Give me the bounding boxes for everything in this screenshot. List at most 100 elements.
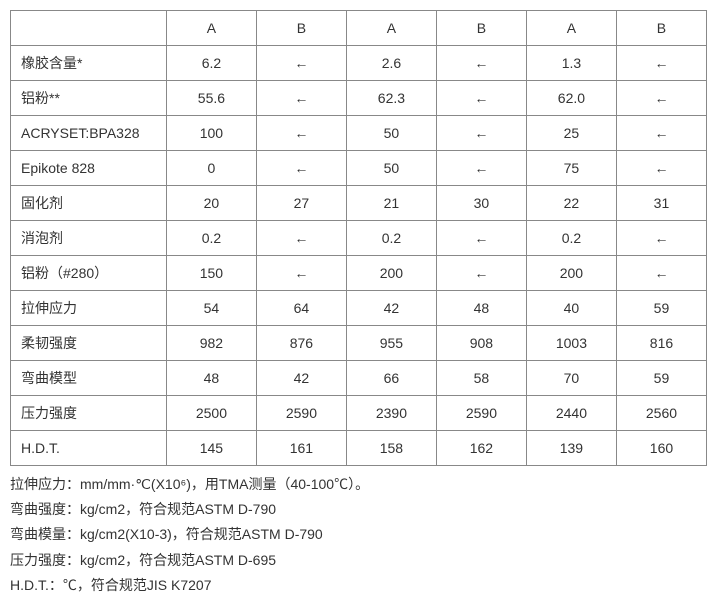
data-cell: 162	[436, 431, 526, 466]
data-cell: ←	[436, 256, 526, 291]
data-cell: 2590	[256, 396, 346, 431]
data-cell: ←	[256, 221, 346, 256]
table-row: 消泡剂0.2←0.2←0.2←	[11, 221, 707, 256]
data-cell: ←	[436, 116, 526, 151]
data-cell: 876	[256, 326, 346, 361]
data-cell: 200	[346, 256, 436, 291]
data-cell: 158	[346, 431, 436, 466]
data-cell: 100	[166, 116, 256, 151]
row-label: 橡胶含量*	[11, 46, 167, 81]
note-line: 弯曲模量：kg/cm2(X10-3)，符合规范ASTM D-790	[10, 522, 707, 547]
data-cell: ←	[256, 256, 346, 291]
row-label: 铝粉**	[11, 81, 167, 116]
header-col-3: A	[346, 11, 436, 46]
header-col-4: B	[436, 11, 526, 46]
header-row: A B A B A B	[11, 11, 707, 46]
data-cell: 50	[346, 151, 436, 186]
data-cell: 2560	[616, 396, 706, 431]
data-cell: 160	[616, 431, 706, 466]
data-cell: 59	[616, 291, 706, 326]
data-cell: ←	[256, 116, 346, 151]
row-label: Epikote 828	[11, 151, 167, 186]
data-cell: 908	[436, 326, 526, 361]
data-cell: 0.2	[166, 221, 256, 256]
data-cell: 25	[526, 116, 616, 151]
data-cell: 48	[436, 291, 526, 326]
data-cell: 30	[436, 186, 526, 221]
header-col-5: A	[526, 11, 616, 46]
data-cell: 70	[526, 361, 616, 396]
note-line: 拉伸应力：mm/mm·℃(X10⁶)，用TMA测量（40-100℃）。	[10, 472, 707, 497]
table-row: 橡胶含量*6.2←2.6←1.3←	[11, 46, 707, 81]
table-row: 铝粉**55.6←62.3←62.0←	[11, 81, 707, 116]
data-cell: ←	[436, 81, 526, 116]
header-col-2: B	[256, 11, 346, 46]
data-cell: ←	[616, 256, 706, 291]
header-blank	[11, 11, 167, 46]
data-cell: 20	[166, 186, 256, 221]
data-cell: 55.6	[166, 81, 256, 116]
note-line: 弯曲强度：kg/cm2，符合规范ASTM D-790	[10, 497, 707, 522]
data-cell: 62.0	[526, 81, 616, 116]
data-cell: 62.3	[346, 81, 436, 116]
data-cell: 22	[526, 186, 616, 221]
notes-section: 拉伸应力：mm/mm·℃(X10⁶)，用TMA测量（40-100℃）。 弯曲强度…	[10, 472, 707, 598]
row-label: 柔韧强度	[11, 326, 167, 361]
data-cell: ←	[256, 46, 346, 81]
header-col-1: A	[166, 11, 256, 46]
data-cell: 145	[166, 431, 256, 466]
row-label: 消泡剂	[11, 221, 167, 256]
data-cell: ←	[436, 221, 526, 256]
data-cell: 50	[346, 116, 436, 151]
data-cell: 48	[166, 361, 256, 396]
table-row: 拉伸应力546442484059	[11, 291, 707, 326]
data-cell: 1.3	[526, 46, 616, 81]
data-cell: 27	[256, 186, 346, 221]
data-cell: ←	[436, 46, 526, 81]
data-cell: 2.6	[346, 46, 436, 81]
data-cell: 40	[526, 291, 616, 326]
data-cell: 2440	[526, 396, 616, 431]
data-cell: 31	[616, 186, 706, 221]
table-row: 压力强度250025902390259024402560	[11, 396, 707, 431]
data-cell: 21	[346, 186, 436, 221]
data-cell: 59	[616, 361, 706, 396]
data-cell: 982	[166, 326, 256, 361]
data-cell: 54	[166, 291, 256, 326]
data-table: A B A B A B 橡胶含量*6.2←2.6←1.3←铝粉**55.6←62…	[10, 10, 707, 466]
row-label: 弯曲模型	[11, 361, 167, 396]
table-row: 柔韧强度9828769559081003816	[11, 326, 707, 361]
data-cell: 2390	[346, 396, 436, 431]
data-cell: 150	[166, 256, 256, 291]
data-cell: 1003	[526, 326, 616, 361]
row-label: H.D.T.	[11, 431, 167, 466]
data-cell: ←	[616, 116, 706, 151]
data-cell: 2590	[436, 396, 526, 431]
data-cell: 66	[346, 361, 436, 396]
data-cell: ←	[436, 151, 526, 186]
data-cell: ←	[616, 81, 706, 116]
data-cell: 42	[346, 291, 436, 326]
data-cell: 200	[526, 256, 616, 291]
row-label: 铝粉（#280）	[11, 256, 167, 291]
table-body: 橡胶含量*6.2←2.6←1.3←铝粉**55.6←62.3←62.0←ACRY…	[11, 46, 707, 466]
table-row: Epikote 8280←50←75←	[11, 151, 707, 186]
table-row: 固化剂202721302231	[11, 186, 707, 221]
data-cell: ←	[616, 151, 706, 186]
data-cell: 955	[346, 326, 436, 361]
row-label: ACRYSET:BPA328	[11, 116, 167, 151]
data-cell: 0.2	[526, 221, 616, 256]
table-row: 铝粉（#280）150←200←200←	[11, 256, 707, 291]
data-cell: 75	[526, 151, 616, 186]
data-cell: ←	[256, 151, 346, 186]
data-cell: 0.2	[346, 221, 436, 256]
header-col-6: B	[616, 11, 706, 46]
table-row: 弯曲模型484266587059	[11, 361, 707, 396]
data-cell: ←	[616, 46, 706, 81]
row-label: 压力强度	[11, 396, 167, 431]
data-cell: ←	[256, 81, 346, 116]
data-cell: 64	[256, 291, 346, 326]
row-label: 固化剂	[11, 186, 167, 221]
row-label: 拉伸应力	[11, 291, 167, 326]
table-row: ACRYSET:BPA328100←50←25←	[11, 116, 707, 151]
